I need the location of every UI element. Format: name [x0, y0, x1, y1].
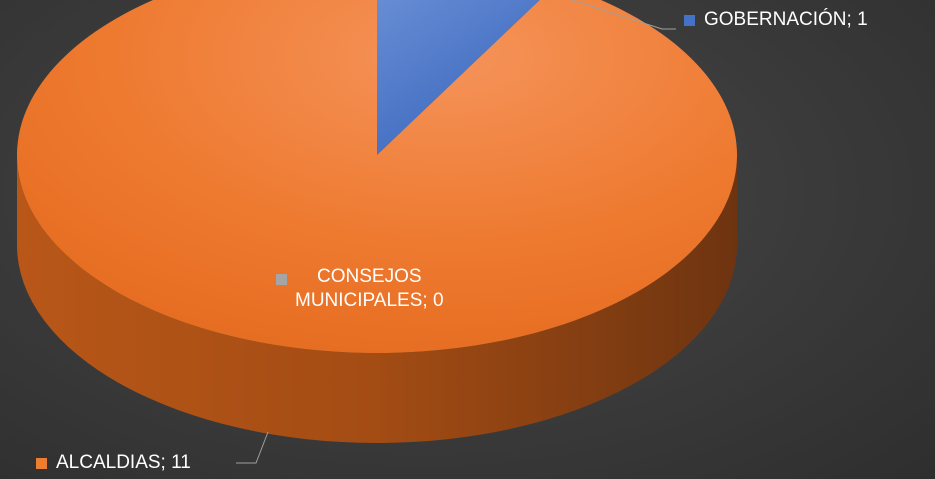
alcaldias-swatch	[36, 458, 47, 469]
gobernacion-swatch	[684, 15, 695, 26]
consejos-label-line2: MUNICIPALES; 0	[295, 290, 444, 311]
leader-line-gobernacion	[570, 0, 676, 30]
gobernacion-data-label: GOBERNACIÓN; 1	[704, 9, 868, 30]
slice-side-alcaldias	[17, 155, 737, 443]
slice-alcaldias	[16, 0, 737, 353]
leader-line-alcaldias	[236, 431, 269, 464]
consejos-swatch	[276, 274, 287, 285]
slice-gobernación	[377, 0, 540, 155]
alcaldias-data-label: ALCALDIAS; 11	[56, 452, 191, 473]
consejos-label-line1: CONSEJOS	[317, 266, 422, 287]
consejos-data-label: CONSEJOS MUNICIPALES; 0	[295, 265, 444, 313]
